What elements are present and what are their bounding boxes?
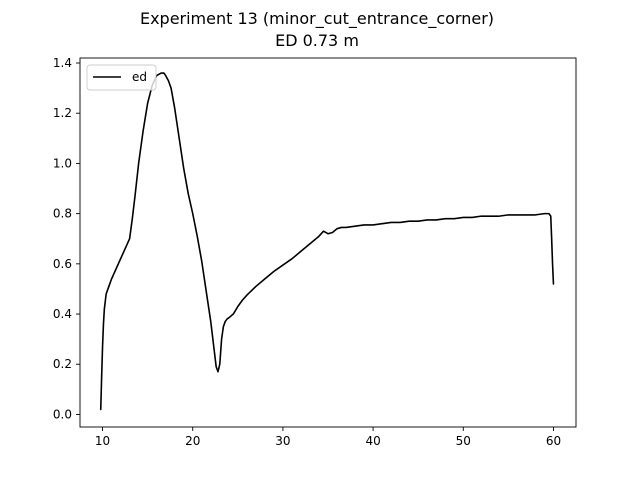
y-tick-label: 1.2 xyxy=(53,106,72,120)
y-tick-label: 0.0 xyxy=(53,407,72,421)
x-tick-label: 10 xyxy=(95,434,110,448)
x-axis: 10 20 30 40 50 60 xyxy=(95,427,561,448)
y-tick-label: 0.8 xyxy=(53,207,72,221)
legend-label-ed: ed xyxy=(132,70,147,84)
y-tick-label: 1.0 xyxy=(53,156,72,170)
chart-title: Experiment 13 (minor_cut_entrance_corner… xyxy=(140,9,494,29)
y-tick-label: 0.4 xyxy=(53,307,72,321)
y-tick-label: 0.6 xyxy=(53,257,72,271)
plot-area xyxy=(80,58,576,427)
y-axis: 0.0 0.2 0.4 0.6 0.8 1.0 1.2 1.4 xyxy=(53,56,80,421)
legend: ed xyxy=(86,64,157,91)
x-tick-label: 60 xyxy=(546,434,561,448)
series-line-ed xyxy=(99,72,555,411)
chart-subtitle: ED 0.73 m xyxy=(275,31,359,50)
x-tick-label: 30 xyxy=(275,434,290,448)
legend-box xyxy=(86,64,157,91)
plot-frame xyxy=(79,57,577,428)
y-tick-label: 1.4 xyxy=(53,56,72,70)
y-tick-label: 0.2 xyxy=(53,357,72,371)
x-tick-label: 50 xyxy=(456,434,471,448)
x-tick-label: 20 xyxy=(185,434,200,448)
x-tick-label: 40 xyxy=(365,434,380,448)
